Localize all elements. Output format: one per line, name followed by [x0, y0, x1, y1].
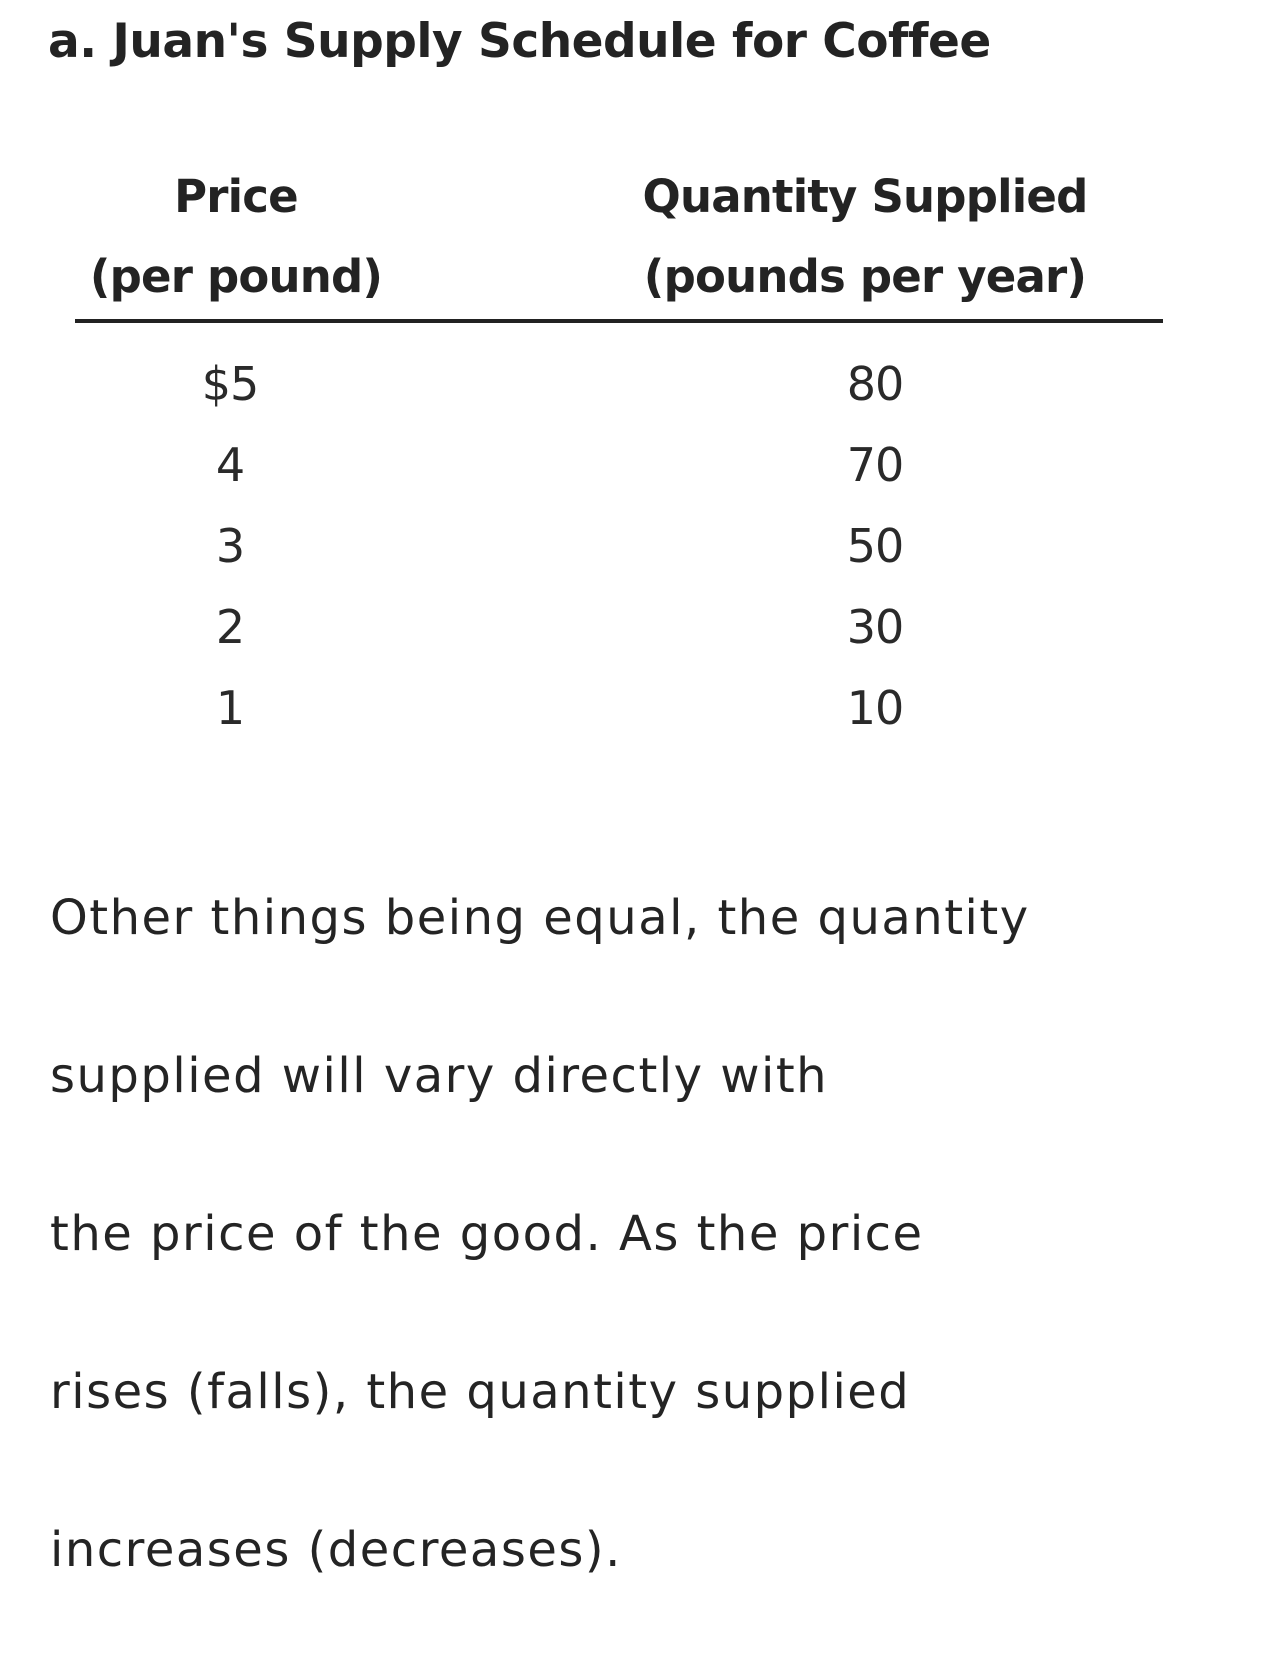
- quantity-cell: 70: [846, 438, 905, 492]
- quantity-cell: 30: [846, 600, 905, 654]
- explanation-line: Other things being equal, the quantity: [50, 890, 1030, 946]
- quantity-header-label: Quantity Supplied: [642, 170, 1089, 223]
- explanation-line: the price of the good. As the price: [50, 1206, 924, 1262]
- price-cell: 1: [215, 681, 245, 735]
- explanation-text: Other things being equal, the quantity s…: [50, 800, 1260, 1669]
- quantity-cell: 50: [846, 519, 905, 573]
- table-row: $5 80: [0, 357, 1275, 437]
- explanation-line: rises (falls), the quantity supplied: [50, 1364, 911, 1420]
- table-row: 4 70: [0, 438, 1275, 518]
- page-title: a. Juan's Supply Schedule for Coffee: [48, 14, 991, 69]
- quantity-cell: 10: [846, 681, 905, 735]
- price-header-label: Price: [174, 170, 299, 223]
- price-cell: 3: [215, 519, 245, 573]
- quantity-column-header: Quantity Supplied (pounds per year): [610, 0, 1120, 320]
- table-row: 3 50: [0, 519, 1275, 599]
- quantity-header-unit: (pounds per year): [643, 250, 1087, 303]
- table-row: 2 30: [0, 600, 1275, 680]
- table-row: 1 10: [0, 681, 1275, 761]
- header-divider: [75, 319, 1163, 323]
- quantity-cell: 80: [846, 357, 905, 411]
- price-cell: $5: [201, 357, 260, 411]
- price-header-unit: (per pound): [89, 250, 383, 303]
- price-cell: 2: [215, 600, 245, 654]
- price-column-header: Price (per pound): [70, 0, 402, 320]
- price-cell: 4: [215, 438, 245, 492]
- explanation-line: supplied will vary directly with: [50, 1048, 829, 1104]
- explanation-line: increases (decreases).: [50, 1522, 622, 1578]
